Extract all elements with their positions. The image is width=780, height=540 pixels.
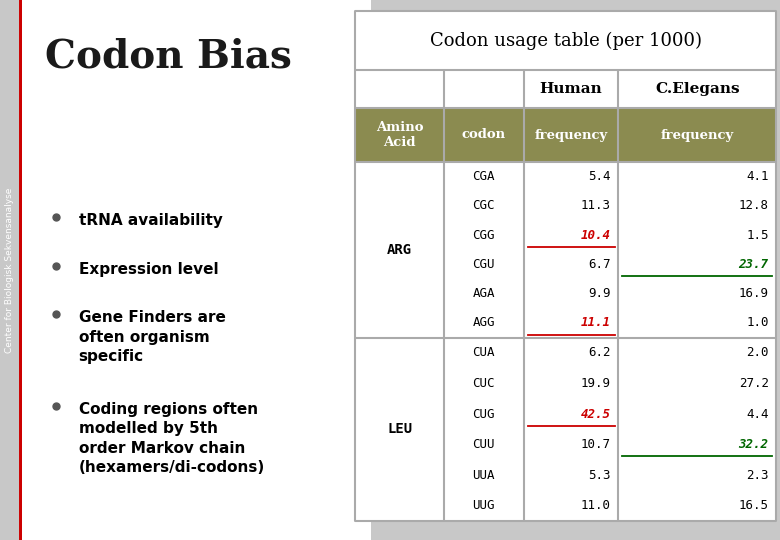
FancyBboxPatch shape [356,108,776,162]
Text: AGG: AGG [473,316,495,329]
Text: CGC: CGC [473,199,495,212]
Text: 27.2: 27.2 [739,377,768,390]
Text: CUA: CUA [473,346,495,359]
FancyBboxPatch shape [22,0,370,540]
Text: 11.0: 11.0 [581,500,611,512]
Text: 5.4: 5.4 [588,170,611,183]
Text: LEU: LEU [387,422,412,436]
Text: Amino
Acid: Amino Acid [376,121,424,149]
Text: 11.3: 11.3 [581,199,611,212]
Text: 11.1: 11.1 [581,316,611,329]
Text: CUG: CUG [473,408,495,421]
Text: 6.7: 6.7 [588,258,611,271]
Text: 12.8: 12.8 [739,199,768,212]
Text: 5.3: 5.3 [588,469,611,482]
Text: 2.0: 2.0 [746,346,768,359]
Text: frequency: frequency [534,129,608,141]
Text: tRNA availability: tRNA availability [79,213,222,228]
Text: 1.0: 1.0 [746,316,768,329]
Text: Expression level: Expression level [79,262,218,277]
Text: Center for Biologisk Sekvensanalyse: Center for Biologisk Sekvensanalyse [5,187,14,353]
Text: 42.5: 42.5 [581,408,611,421]
Text: 6.2: 6.2 [588,346,611,359]
Text: AGA: AGA [473,287,495,300]
Text: 16.5: 16.5 [739,500,768,512]
Text: 4.1: 4.1 [746,170,768,183]
Text: 4.4: 4.4 [746,408,768,421]
Text: 10.4: 10.4 [581,228,611,241]
Text: Codon usage table (per 1000): Codon usage table (per 1000) [430,31,702,50]
Text: 2.3: 2.3 [746,469,768,482]
Text: Gene Finders are
often organism
specific: Gene Finders are often organism specific [79,310,225,364]
Text: CUC: CUC [473,377,495,390]
Text: CGG: CGG [473,228,495,241]
Text: CUU: CUU [473,438,495,451]
Text: UUA: UUA [473,469,495,482]
Text: 19.9: 19.9 [581,377,611,390]
Text: C.Elegans: C.Elegans [655,82,739,96]
Text: 32.2: 32.2 [739,438,768,451]
Text: UUG: UUG [473,500,495,512]
Text: 1.5: 1.5 [746,228,768,241]
FancyBboxPatch shape [356,11,776,521]
Text: Human: Human [540,82,602,96]
Text: frequency: frequency [661,129,734,141]
Text: 23.7: 23.7 [739,258,768,271]
Text: 10.7: 10.7 [581,438,611,451]
Text: 9.9: 9.9 [588,287,611,300]
Text: CGA: CGA [473,170,495,183]
Text: CGU: CGU [473,258,495,271]
Text: codon: codon [462,129,506,141]
Text: Codon Bias: Codon Bias [44,38,292,76]
Text: ARG: ARG [387,243,412,256]
Text: Coding regions often
modelled by 5th
order Markov chain
(hexamers/di-codons): Coding regions often modelled by 5th ord… [79,402,265,475]
Text: 16.9: 16.9 [739,287,768,300]
